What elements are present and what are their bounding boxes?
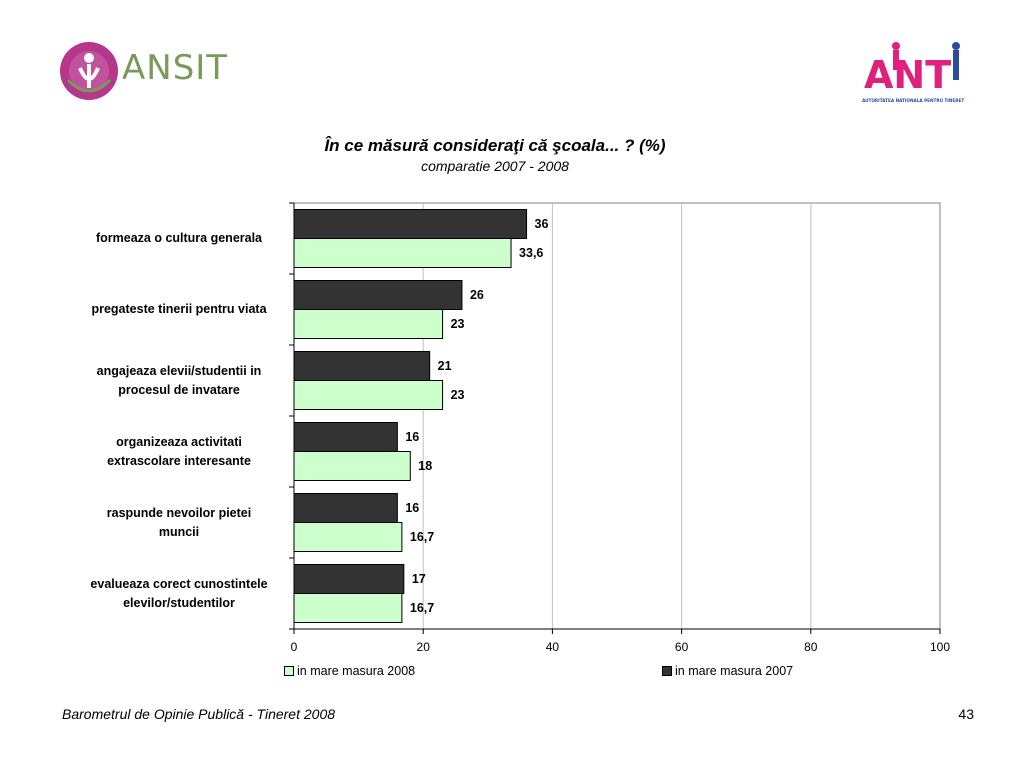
bar [293, 522, 403, 552]
chart-subtitle: comparatie 2007 - 2008 [421, 158, 569, 174]
bar-value-label: 21 [438, 359, 452, 373]
bar-value-label: 16,7 [410, 601, 434, 615]
footer-source: Barometrul de Opinie Publică - Tineret 2… [62, 706, 336, 722]
x-tick-label: 20 [417, 640, 431, 654]
legend-item-2007: in mare masura 2007 [662, 664, 793, 678]
category-label: evalueaza corect cunostintele elevilor/st… [90, 576, 268, 610]
ansit-logo: ANSIT [58, 38, 228, 102]
bar-value-label: 26 [470, 288, 484, 302]
category-label: formeaza o cultura generala [95, 231, 263, 245]
bar-value-label: 23 [451, 317, 465, 331]
x-tick-label: 40 [546, 640, 560, 654]
bar-value-label: 18 [418, 459, 432, 473]
x-tick-label: 60 [675, 640, 689, 654]
bar [293, 209, 528, 239]
bar-value-label: 23 [451, 388, 465, 402]
ansit-emblem-icon [60, 42, 118, 100]
bar-value-label: 36 [535, 217, 549, 231]
page-number: 43 [958, 706, 974, 722]
bar [293, 422, 398, 452]
ant-logo: ANT AUTORITATEA NATIONALA PENTRU TINERET [860, 38, 975, 106]
bar [293, 451, 411, 481]
bar-value-label: 16 [405, 501, 419, 515]
bar [293, 309, 444, 339]
bar [293, 493, 398, 523]
legend-item-2008: in mare masura 2008 [284, 664, 415, 678]
category-label: angajeaza elevii/studentii in procesul de… [96, 363, 262, 397]
bar-value-label: 33,6 [519, 246, 543, 260]
bar [293, 351, 431, 381]
ant-logo-caption: AUTORITATEA NATIONALA PENTRU TINERET [862, 98, 964, 103]
ant-emblem-icon: ANT AUTORITATEA NATIONALA PENTRU TINERET [862, 42, 964, 103]
bar-value-label: 16 [405, 430, 419, 444]
chart-title: În ce măsură consideraţi că şcoala... ? … [324, 136, 666, 155]
ansit-logo-text: ANSIT [122, 48, 229, 88]
plot-area [293, 202, 941, 630]
legend-label-2008: in mare masura 2008 [297, 664, 416, 678]
category-label: raspunde nevoilor pietei muncii [106, 505, 252, 539]
x-tick-label: 80 [804, 640, 818, 654]
bar [293, 593, 403, 623]
category-label: pregateste tinerii pentru viata [91, 302, 267, 316]
bar-chart: 0 20 40 60 80 100 36 33,6 26 23 21 23 16 18 16 16,7 17 16… [289, 202, 950, 654]
x-tick-label: 0 [291, 640, 298, 654]
bar [293, 238, 512, 268]
bar [293, 280, 463, 310]
bar [293, 380, 444, 410]
bar-value-label: 16,7 [410, 530, 434, 544]
bar-value-label: 17 [412, 572, 426, 586]
x-tick-label: 100 [930, 640, 950, 654]
ant-logo-text: ANT [864, 53, 951, 97]
category-label: organizeaza activitati extrascolare inter… [107, 434, 251, 468]
legend-label-2007: in mare masura 2007 [675, 664, 794, 678]
legend-swatch-2008 [284, 666, 294, 676]
legend-swatch-2007 [662, 666, 672, 676]
bar [293, 564, 405, 594]
